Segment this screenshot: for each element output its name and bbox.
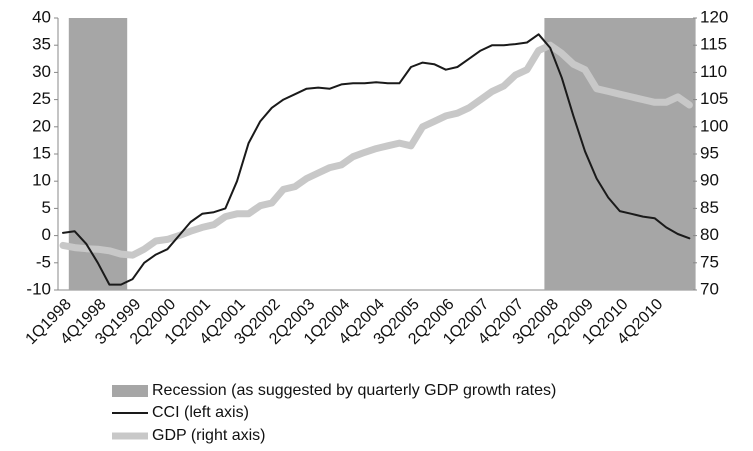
- y-tick-label: 40: [32, 7, 51, 26]
- recession-band: [602, 18, 615, 290]
- recession-band: [92, 18, 104, 290]
- y2-tick-label: 85: [700, 198, 719, 217]
- y-tick-label: -10: [26, 279, 51, 298]
- y2-tick-label: 100: [700, 116, 728, 135]
- y-tick-label: 0: [42, 225, 51, 244]
- series-line: [59, 41, 693, 259]
- y2-tick-label: 115: [700, 35, 727, 54]
- y2-tick-label: 105: [700, 89, 728, 108]
- y-tick-label: 20: [32, 116, 51, 135]
- recession-band: [80, 18, 93, 290]
- y-tick-label: 35: [32, 35, 51, 54]
- recession-band: [103, 18, 116, 290]
- legend-label: Recession (as suggested by quarterly GDP…: [152, 382, 556, 399]
- legend-label: CCI (left axis): [152, 404, 249, 421]
- y-tick-label: 10: [32, 171, 51, 190]
- y2-tick-label: 80: [700, 225, 719, 244]
- recession-band: [625, 18, 638, 290]
- recession-band: [590, 18, 603, 290]
- recession-band: [637, 18, 650, 290]
- y2-tick-label: 95: [700, 143, 719, 162]
- y-tick-label: 25: [32, 89, 51, 108]
- y2-tick-label: 110: [700, 62, 727, 81]
- recession-band: [683, 18, 696, 290]
- y2-tick-label: 75: [700, 252, 719, 271]
- recession-band: [567, 18, 580, 290]
- legend-label: GDP (right axis): [152, 427, 266, 444]
- recession-band: [672, 18, 684, 290]
- legend-swatch: [112, 385, 148, 397]
- series-line: [62, 33, 691, 286]
- y2-tick-label: 120: [700, 7, 728, 26]
- y2-tick-label: 70: [700, 279, 719, 298]
- recession-band: [115, 18, 128, 290]
- recession-band: [68, 18, 81, 290]
- recession-band: [614, 18, 626, 290]
- y-tick-label: 5: [42, 198, 51, 217]
- recession-band: [660, 18, 673, 290]
- y-tick-label: 30: [32, 62, 51, 81]
- y2-tick-label: 90: [700, 171, 719, 190]
- recession-band: [544, 18, 557, 290]
- y-tick-label: -5: [36, 252, 51, 271]
- recession-band: [648, 18, 661, 290]
- y-tick-label: 15: [32, 143, 51, 162]
